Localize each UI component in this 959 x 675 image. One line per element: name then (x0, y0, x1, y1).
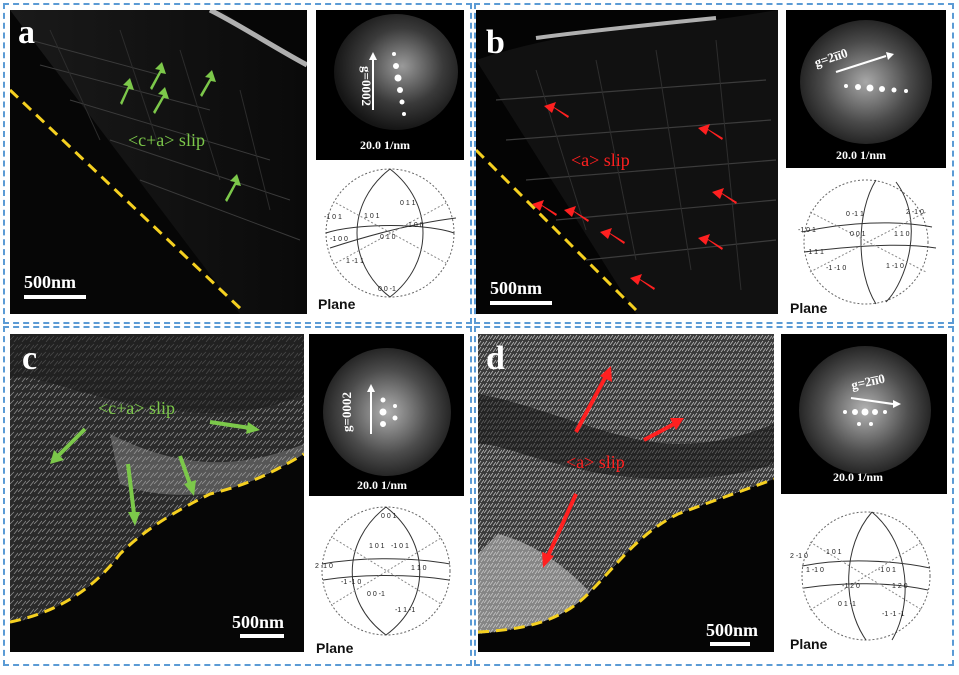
panel-d-image (478, 334, 774, 652)
panel-letter: c (22, 340, 38, 377)
stereo-label: 0 1 -1 (838, 601, 856, 608)
panel-c-frame (3, 326, 472, 666)
stereo-label: -1 -1 0 (826, 265, 846, 272)
stereographic-projection: 0 -1 1 -1 0 1 2 -1 0 1 1 0 0 0 1 -1 1 1 … (798, 179, 937, 305)
stereographic-projection: 2 -1 0 1 0 1 -1 0 1 1 -1 0 -1 2 0 1 2 0 … (790, 511, 931, 641)
scale-bar (490, 301, 552, 305)
panel-a-diffraction: g=0002 20.0 1/nm (316, 10, 464, 160)
diffraction-pattern (799, 346, 931, 474)
slip-label: <c+a> slip (128, 130, 205, 150)
panel-c-image (10, 334, 304, 652)
stereo-label: 2 -1 0 (906, 209, 924, 216)
panel-c-micrograph: c <c+a> slip 500nm (10, 334, 304, 652)
stereo-label: 0 0 1 (381, 513, 397, 520)
scale-bar (240, 634, 284, 638)
scale-bar (710, 642, 750, 646)
panel-d-frame (474, 326, 954, 666)
stereo-label: -1 0 1 (391, 543, 409, 550)
panel-d-micrograph: d <a> slip 500nm (478, 334, 774, 652)
diffraction-scale-label: 20.0 1/nm (833, 470, 884, 484)
scale-bar-label: 500nm (490, 278, 543, 298)
stereographic-projection: 0 1 1 -1 0 1 1 0 1 -1 0 0 1 0 0 0 0 -1 1… (324, 168, 457, 298)
stereo-label: -1 0 1 (798, 227, 816, 234)
g-vector-label: g=0002 (338, 392, 354, 432)
stereo-label: 0 0 -1 (378, 286, 396, 293)
panel-c-diffraction: g=0002 20.0 1/nm (309, 334, 464, 496)
panel-b-micrograph: b <a> slip 500nm (476, 10, 778, 314)
stereo-label: 1 1 0 (411, 565, 427, 572)
stereo-label: 1 2 0 (892, 583, 908, 590)
slip-label: <a> slip (571, 150, 630, 170)
stereo-label: 1 0 1 (826, 549, 842, 556)
g-vector-label: g=0002 (358, 66, 374, 106)
diffraction-pattern (334, 14, 458, 130)
slip-arrows (50, 420, 260, 526)
stereo-label: 2 -1 0 (790, 553, 808, 560)
stereo-label: 1 0 1 (369, 543, 385, 550)
stereo-label: -1 0 1 (878, 567, 896, 574)
grain-boundary-line (478, 477, 774, 634)
slip-arrows (120, 62, 241, 202)
stereo-label: -1 2 0 (842, 583, 860, 590)
panel-letter: b (486, 24, 505, 61)
stereo-label: -1 -1 0 (341, 579, 361, 586)
panel-a-image (10, 10, 307, 314)
scale-bar-label: 500nm (706, 620, 759, 640)
stereo-label: 0 0 -1 (367, 591, 385, 598)
panel-d-diffraction: g=2īī0 20.0 1/nm (781, 334, 947, 494)
diffraction-pattern (800, 20, 932, 144)
stereo-label: 0 1 1 (400, 200, 416, 207)
plane-label: Plane (318, 296, 356, 312)
grain-boundary-line (476, 148, 638, 312)
stereo-label: 1 -1 0 (806, 567, 824, 574)
diffraction-scale-label: 20.0 1/nm (357, 478, 408, 492)
stereo-label: -1 -1 -1 (882, 611, 905, 618)
slip-arrows (542, 366, 684, 568)
stereo-label: 1 -1 0 (886, 263, 904, 270)
grain-boundary-line (10, 452, 304, 624)
panel-letter: a (18, 14, 35, 51)
plane-label: Plane (316, 640, 354, 656)
stereo-label: -1 1 -1 (395, 607, 415, 614)
stereo-label: 1 1 0 (894, 231, 910, 238)
panel-b-diffraction: g=2īī0 20.0 1/nm (786, 10, 946, 168)
scale-bar-label: 500nm (24, 272, 77, 292)
stereo-label: 0 0 1 (850, 231, 866, 238)
scale-bar-label: 500nm (232, 612, 285, 632)
panel-b-frame (474, 3, 954, 324)
panel-b-image (476, 10, 778, 314)
slip-arrows (532, 102, 737, 290)
slip-label: <a> slip (566, 452, 625, 472)
stereo-label: 1 -1 1 (346, 258, 364, 265)
plane-label: Plane (790, 636, 828, 652)
panel-a-micrograph: a <c+a> slip 500nm (10, 10, 307, 314)
stereographic-projection: 0 0 1 1 0 1 2 -1 0 1 1 0 -1 0 1 0 0 -1 -… (315, 506, 451, 636)
diffraction-pattern (323, 348, 451, 476)
stereo-label: -1 1 1 (806, 249, 824, 256)
plane-label: Plane (790, 300, 828, 316)
panel-letter: d (486, 340, 505, 377)
stereo-label: 0 -1 1 (846, 211, 864, 218)
stereo-label: -1 0 1 (324, 214, 342, 221)
diffraction-scale-label: 20.0 1/nm (836, 148, 887, 162)
stereo-label: 2 -1 0 (315, 563, 333, 570)
stereo-label: 0 1 0 (380, 234, 396, 241)
scale-bar (24, 295, 86, 299)
slip-label: <c+a> slip (98, 398, 175, 418)
stereo-label: 1 0 0 (408, 222, 424, 229)
stereo-label: -1 0 0 (330, 236, 348, 243)
stereo-label: 1 0 1 (364, 213, 380, 220)
diffraction-scale-label: 20.0 1/nm (360, 138, 411, 152)
panel-a-frame (3, 3, 472, 324)
